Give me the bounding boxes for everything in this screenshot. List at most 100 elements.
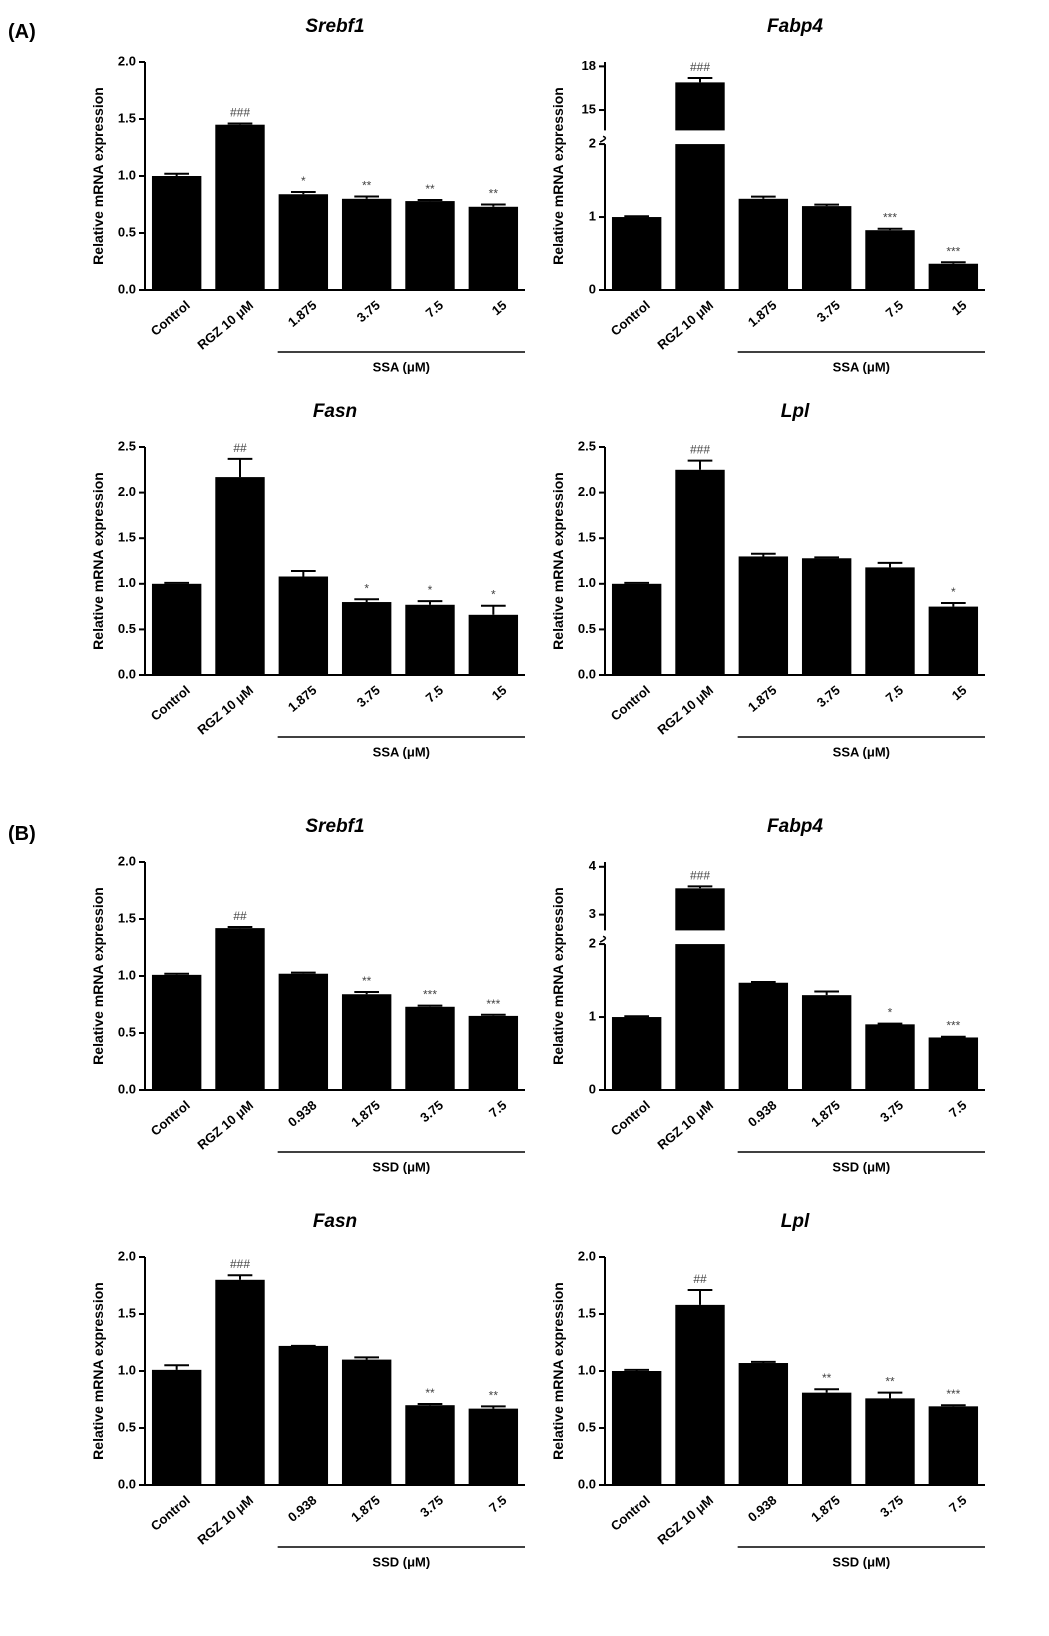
error-bar	[290, 971, 316, 974]
x-tick-label: 3.75	[877, 1097, 906, 1125]
y-tick-label: 1.0	[118, 575, 136, 590]
bar	[928, 1406, 979, 1485]
x-tick-label: 1.875	[745, 297, 780, 329]
x-tick-label: 3.75	[814, 682, 843, 710]
x-tick-label: 1.875	[348, 1492, 383, 1524]
significance-label: ###	[690, 60, 710, 74]
significance-label: ###	[230, 106, 250, 120]
axis-break	[599, 935, 607, 943]
bar	[738, 982, 789, 1090]
group-label: SSA (μM)	[373, 359, 430, 374]
x-tick-label: 7.5	[883, 682, 906, 705]
error-bar	[750, 552, 776, 557]
error-bar	[750, 1360, 776, 1364]
panel-label: (B)	[8, 823, 36, 845]
x-tick-label: Control	[608, 297, 653, 338]
x-tick-label: 3.75	[417, 1492, 446, 1520]
significance-label: ##	[233, 909, 247, 923]
bar	[675, 1304, 725, 1485]
significance-label: **	[362, 974, 372, 988]
bar	[928, 263, 979, 290]
y-tick-label: 1.5	[118, 910, 136, 925]
bar	[865, 230, 915, 290]
bar	[341, 602, 392, 675]
x-tick-label: RGZ 10 μM	[194, 297, 256, 352]
significance-label: **	[362, 179, 372, 193]
y-tick-label: 1.0	[578, 575, 596, 590]
bar	[151, 1369, 202, 1485]
y-tick-label: 0.0	[578, 1476, 596, 1491]
y-axis-label: Relative mRNA expression	[90, 87, 106, 265]
chart-title: Lpl	[781, 1211, 810, 1232]
x-tick-label: Control	[148, 682, 193, 723]
panel-label: (A)	[8, 21, 36, 43]
error-bar	[164, 172, 190, 176]
significance-label: ***	[883, 211, 897, 225]
bar	[928, 606, 979, 675]
y-tick-label: 2	[589, 136, 596, 151]
error-bar	[624, 215, 650, 218]
y-tick-label: 1.5	[118, 110, 136, 125]
y-tick-label: 0.0	[118, 1081, 136, 1096]
error-bar	[354, 598, 380, 603]
x-tick-label: 7.5	[946, 1492, 969, 1515]
y-tick-label: 2.0	[118, 53, 136, 68]
x-tick-label: 15	[489, 682, 510, 703]
y-tick-label: 0.5	[118, 621, 136, 636]
group-label: SSD (μM)	[372, 1159, 430, 1174]
x-tick-label: 15	[949, 297, 970, 318]
error-bar	[624, 1015, 650, 1018]
group-label: SSA (μM)	[373, 744, 430, 759]
y-tick-label: 0.5	[118, 224, 136, 239]
group-label: SSD (μM)	[832, 1159, 890, 1174]
chart-title: Lpl	[781, 401, 810, 422]
error-bar	[290, 570, 316, 577]
error-bar	[940, 261, 966, 264]
y-axis-label: Relative mRNA expression	[550, 472, 566, 650]
chart: Fasn Relative mRNA expression 0.0 0.5 1.0 1.5…	[90, 1211, 525, 1569]
y-tick-label: 0.5	[578, 621, 596, 636]
chart: Fasn Relative mRNA expression 0.0 0.5 1.0 1.5…	[90, 401, 525, 759]
error-bar	[417, 1004, 443, 1007]
y-tick-label: 1.0	[118, 1362, 136, 1377]
error-bar	[164, 972, 190, 975]
bar	[611, 1017, 662, 1090]
x-tick-label: Control	[148, 297, 193, 338]
bar	[738, 556, 789, 675]
group-label: SSD (μM)	[832, 1554, 890, 1569]
x-tick-label: RGZ 10 μM	[654, 682, 716, 737]
bar	[151, 583, 202, 675]
bar	[468, 206, 519, 290]
x-tick-label: RGZ 10 μM	[654, 297, 716, 352]
significance-label: ###	[690, 868, 710, 882]
x-tick-label: 0.938	[745, 1492, 780, 1524]
bar	[675, 888, 725, 931]
bar	[611, 1371, 662, 1485]
error-bar	[480, 203, 506, 207]
chart-title: Fabp4	[767, 16, 823, 37]
x-tick-label: 1.875	[745, 682, 780, 714]
error-bar	[814, 1388, 840, 1393]
significance-label: *	[428, 583, 433, 597]
error-bar	[877, 1022, 903, 1025]
group-label: SSA (μM)	[833, 744, 890, 759]
significance-label: ***	[946, 244, 960, 258]
chart-title: Fasn	[313, 401, 357, 422]
significance-label: *	[951, 585, 956, 599]
x-tick-label: RGZ 10 μM	[194, 1097, 256, 1152]
error-bar	[164, 1364, 190, 1370]
significance-label: **	[425, 1386, 435, 1400]
axis-break	[599, 135, 607, 143]
x-tick-label: 3.75	[814, 297, 843, 325]
error-bar	[877, 227, 903, 231]
error-bar	[624, 1368, 650, 1371]
bar	[405, 1405, 455, 1485]
chart: Srebf1 Relative mRNA expression 0.0 0.5 1.0 1…	[90, 16, 525, 374]
error-bar	[417, 198, 443, 202]
bar	[738, 1363, 789, 1485]
bar	[865, 567, 915, 675]
bar	[801, 995, 852, 1090]
error-bar	[354, 1356, 380, 1360]
